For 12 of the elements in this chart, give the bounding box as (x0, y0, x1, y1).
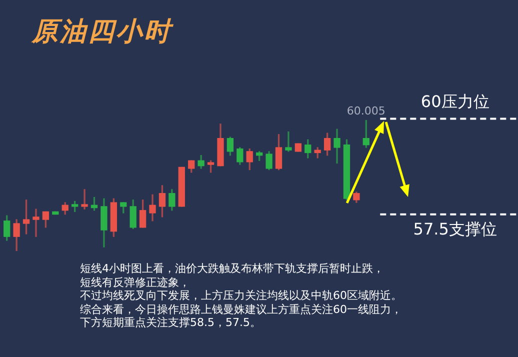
chart-title: 原油四小时 (32, 16, 172, 49)
text: 短线有反弹修正迹象， (80, 276, 191, 289)
candlestick (81, 189, 88, 210)
text: 不过均线死叉向下发展，上方压力关注均线以及中轨60区域附近。 (80, 289, 402, 302)
text: 综合来看，今日操作思路上钱曼姝建议上方重点关注60一线阻力， (80, 302, 402, 316)
ref-line-label: 60压力位 (420, 92, 490, 111)
ref-line-label: 57.5支撑位 (413, 219, 497, 238)
candlestick (285, 131, 292, 152)
text: 下方短期重点关注支撑58.5，57.5。 (80, 316, 262, 330)
annotation: 60.005 (346, 104, 386, 118)
text: 短线4小时图上看，油价大跌触及布林带下轨支撑后暂时止跌， (80, 262, 385, 276)
candlestick (32, 208, 40, 237)
